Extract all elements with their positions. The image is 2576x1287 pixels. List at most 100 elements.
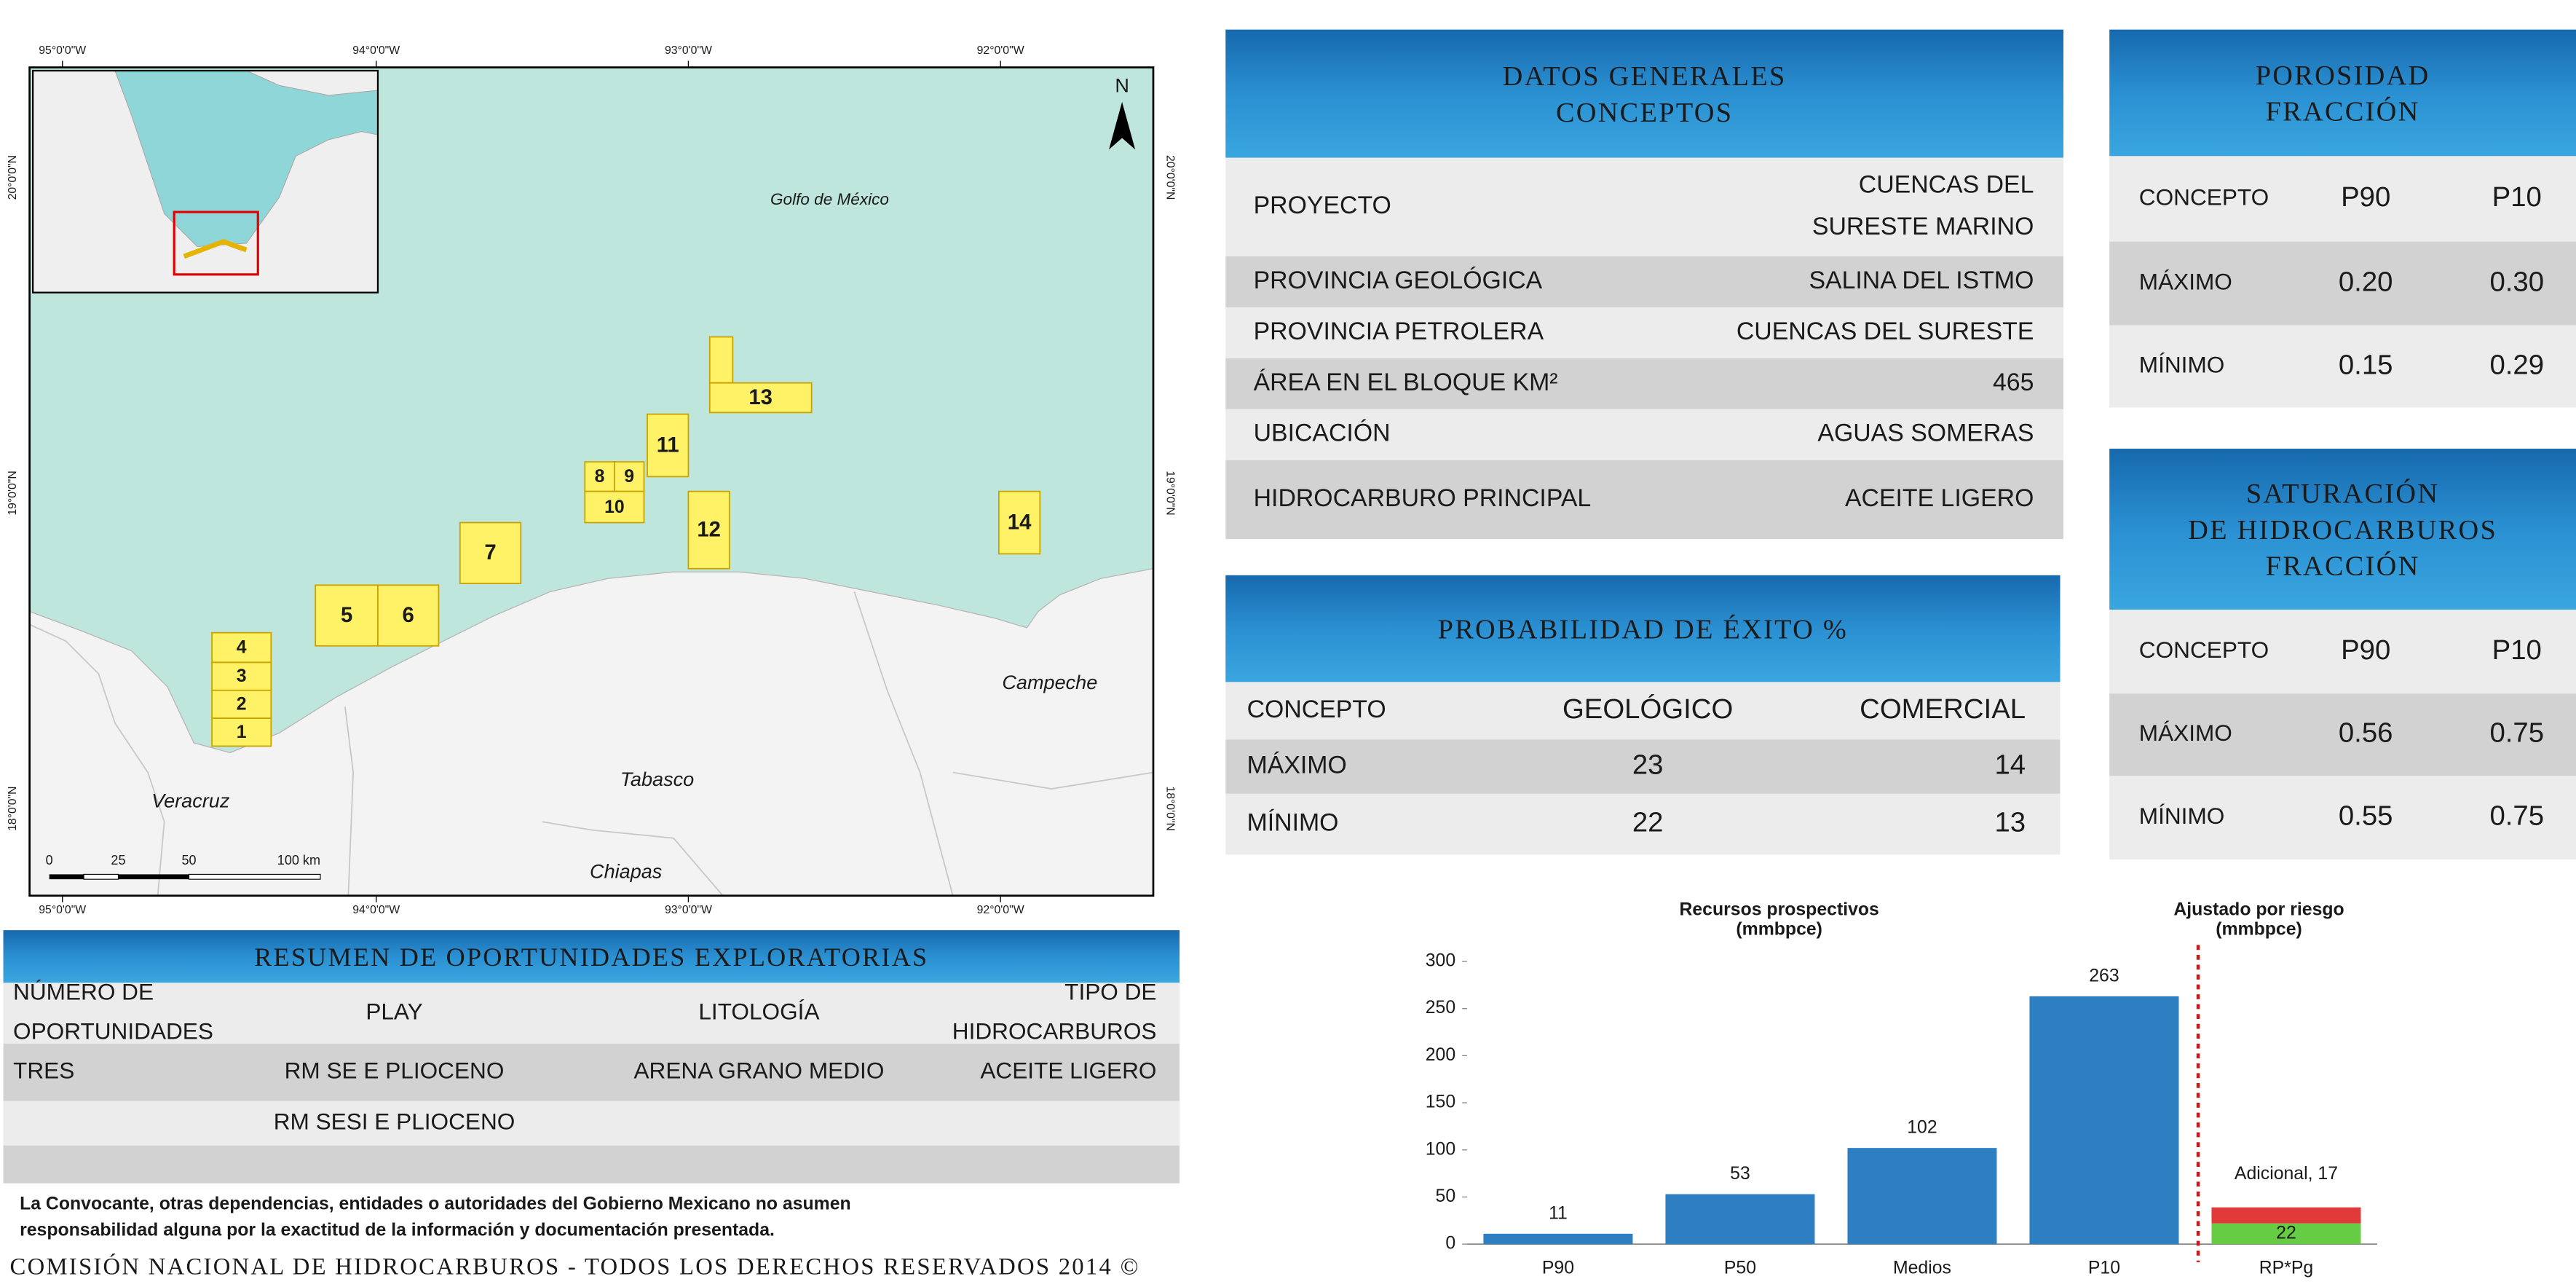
table-cell: CONCEPTO [2139, 637, 2269, 663]
longitude-label: 94°0'0"W [352, 44, 400, 57]
block [584, 490, 645, 524]
block-label: 14 [1008, 510, 1032, 534]
table-row [1225, 358, 2064, 409]
table-header [3, 930, 1180, 983]
place-label: Golfo de México [770, 190, 889, 208]
bar [1665, 1194, 1815, 1245]
table-row [3, 1145, 1180, 1184]
table-cell: COMERCIAL [1860, 693, 2026, 725]
table-title: DATOS GENERALES [1503, 61, 1787, 92]
x-tick-label: Medios [1893, 1259, 1951, 1278]
value-label: Adicional, 17 [2235, 1164, 2338, 1184]
latitude-label: 18°0'0"N [7, 786, 19, 830]
table-cell: OPORTUNIDADES [13, 1018, 213, 1044]
table-cell: 23 [1632, 749, 1664, 781]
block-label: 8 [595, 467, 605, 487]
table-cell: RM SESI E PLIOCENO [274, 1109, 515, 1135]
latitude-label: 19°0'0"N [1163, 471, 1176, 515]
scale-segment [49, 874, 84, 880]
bar [1847, 1148, 1997, 1245]
longitude-label: 94°0'0"W [352, 904, 400, 916]
table-row [1225, 409, 2064, 460]
chart-annotation: (mmbpce) [2216, 920, 2302, 940]
inset-land [33, 71, 378, 293]
block [647, 413, 690, 478]
inset-map [31, 69, 379, 294]
value-label: 11 [1549, 1203, 1568, 1223]
block-label: 13 [748, 385, 773, 409]
block [377, 584, 440, 647]
inset-blocks [183, 239, 248, 259]
block [613, 461, 645, 492]
y-tick-label: 100 [1426, 1139, 1455, 1159]
y-tick-label: 300 [1426, 951, 1455, 971]
bar [2211, 1207, 2361, 1224]
state-borders [29, 591, 1153, 896]
bar [1483, 1233, 1633, 1245]
block-label: 11 [657, 433, 679, 457]
table-cell: MÁXIMO [2139, 269, 2232, 295]
block [687, 490, 730, 570]
block-label: 9 [624, 467, 634, 487]
table-title: FRACCIÓN [2266, 551, 2420, 582]
table-cell: P90 [2341, 181, 2390, 213]
table-title: CONCEPTOS [1556, 98, 1733, 128]
chart-annotation: Recursos prospectivos [1679, 900, 1878, 920]
value-label: 263 [2089, 966, 2119, 985]
bar [2211, 1223, 2361, 1245]
longitude-label: 93°0'0"W [665, 44, 712, 57]
table-cell: CUENCAS DEL [1859, 170, 2034, 198]
table-cell: MÁXIMO [2139, 720, 2232, 746]
table-title: PROBABILIDAD DE ÉXITO % [1438, 614, 1848, 645]
table-title: SATURACIÓN [2246, 479, 2439, 509]
table-cell: SALINA DEL ISTMO [1809, 267, 2034, 294]
x-tick-label: RP*Pg [2259, 1259, 2313, 1278]
block-label: 12 [697, 518, 721, 542]
table-row [1225, 256, 2064, 307]
table-cell: 0.20 [2339, 266, 2393, 297]
longitude-label: 95°0'0"W [39, 904, 86, 916]
land [29, 568, 1153, 896]
table-cell: TRES [13, 1058, 74, 1084]
y-tick-label: 50 [1436, 1186, 1456, 1206]
latitude-label: 20°0'0"N [7, 155, 19, 200]
chart-annotation: (mmbpce) [1736, 920, 1822, 940]
table-cell: ARENA GRANO MEDIO [633, 1058, 884, 1084]
bar [2029, 996, 2179, 1245]
place-label: Veracruz [151, 789, 230, 811]
scale-segment [118, 874, 189, 880]
scale-label: 50 [181, 853, 196, 867]
table-row [3, 1101, 1180, 1146]
block-label: 6 [403, 603, 414, 627]
table-cell: P90 [2341, 634, 2390, 666]
table-row [1225, 307, 2064, 358]
value-label: 102 [1907, 1118, 1937, 1138]
footer: COMISIÓN NACIONAL DE HIDROCARBUROS - TOD… [10, 1252, 1140, 1280]
table-cell: TIPO DE [1064, 979, 1156, 1005]
table-cell: 0.75 [2489, 717, 2544, 749]
block [211, 689, 272, 719]
scale-bar [49, 873, 321, 880]
block-label: 1 [237, 723, 247, 742]
table-row [3, 983, 1180, 1044]
block [211, 717, 272, 747]
table-row [1225, 460, 2064, 540]
table-cell: PROVINCIA GEOLÓGICA [1254, 267, 1543, 294]
latitude-label: 18°0'0"N [1163, 786, 1176, 830]
north-label: N [1115, 74, 1129, 97]
longitude-label: 92°0'0"W [977, 44, 1024, 57]
table-cell: ACEITE LIGERO [980, 1058, 1156, 1084]
table-cell: P10 [2492, 181, 2542, 213]
scale-segment [188, 873, 321, 880]
table-row [3, 1043, 1180, 1101]
block [211, 631, 272, 664]
map [28, 66, 1155, 897]
table-row [2109, 693, 2576, 776]
longitude-label: 95°0'0"W [39, 44, 86, 57]
north-arrow [1109, 101, 1136, 150]
scale-segment [83, 873, 119, 880]
y-tick-label: 250 [1426, 998, 1455, 1018]
table-row [2109, 241, 2576, 326]
disclaimer: responsabilidad alguna por la exactitud … [20, 1221, 775, 1240]
